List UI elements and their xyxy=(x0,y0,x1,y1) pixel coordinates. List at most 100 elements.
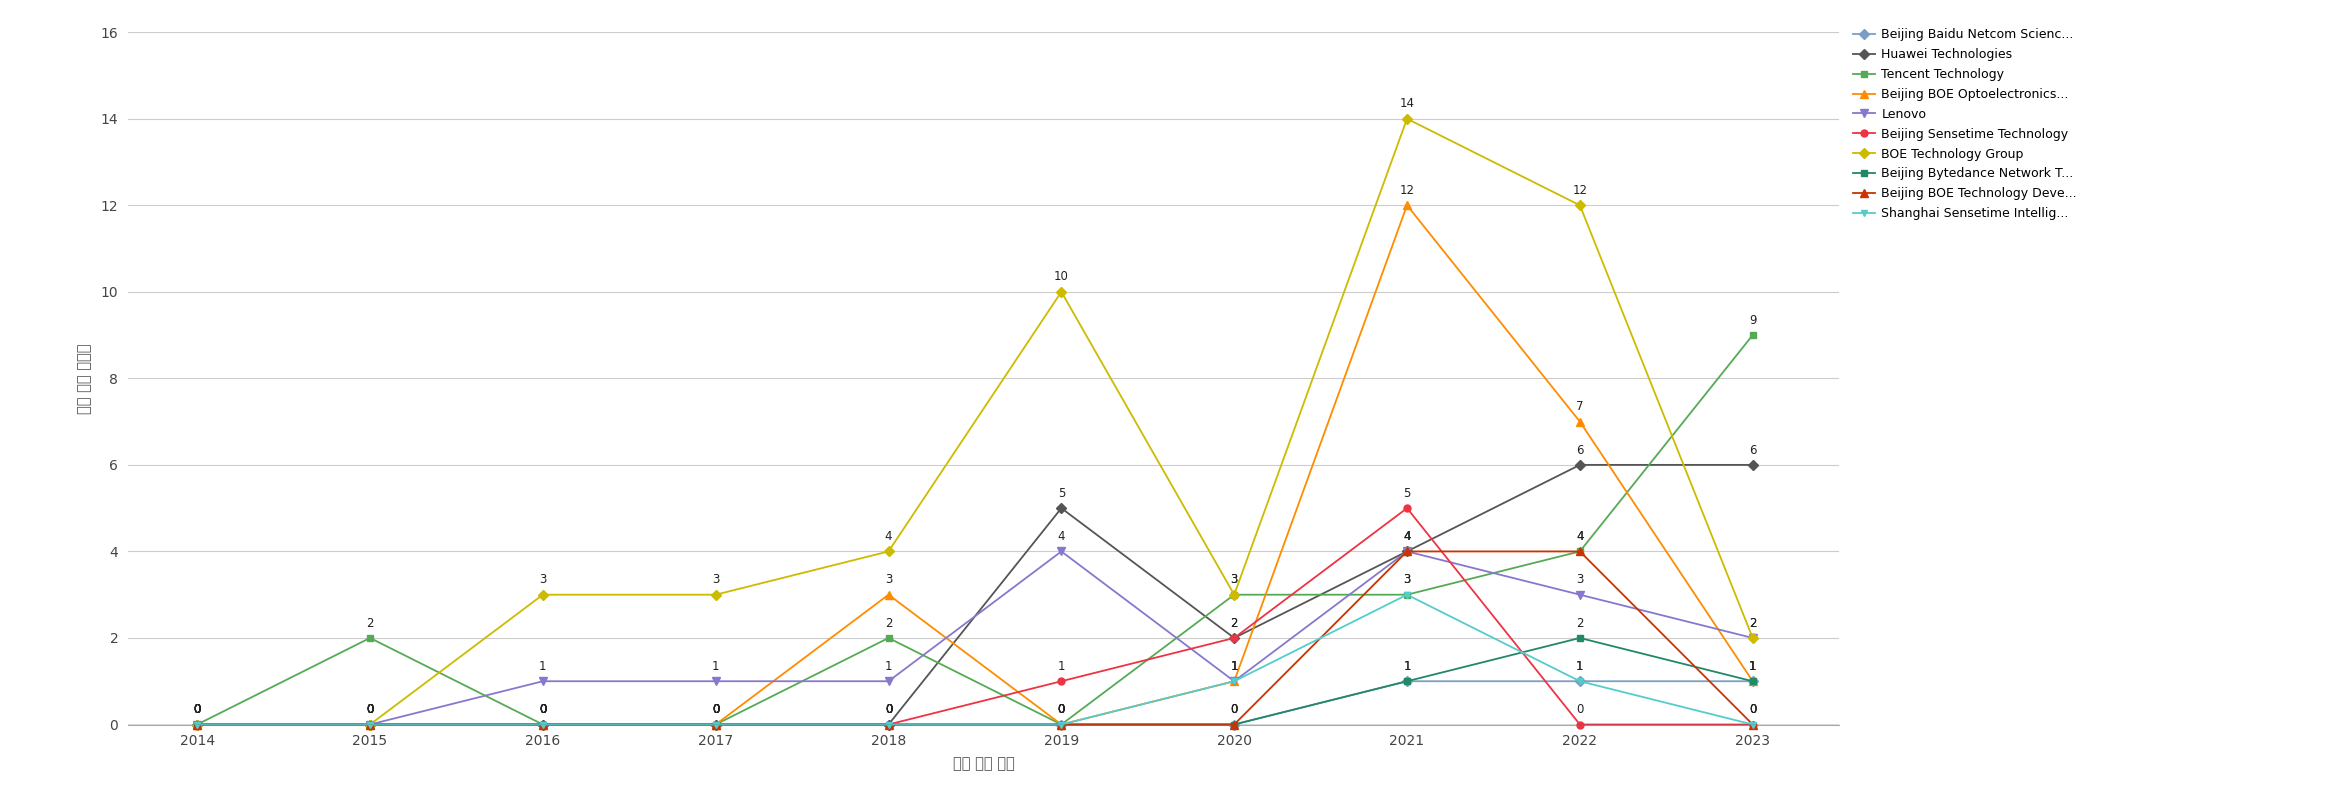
Text: 0: 0 xyxy=(365,703,375,716)
Shanghai Sensetime Intellig... xyxy=(1739,720,1767,729)
Text: 0: 0 xyxy=(1232,703,1238,716)
Text: 4: 4 xyxy=(885,530,892,543)
Line: BOE Technology Group: BOE Technology Group xyxy=(193,115,1755,728)
Huawei Technologies xyxy=(528,720,556,729)
Tencent Technology xyxy=(528,720,556,729)
Beijing Baidu Netcom Scienc... xyxy=(1392,676,1420,686)
Beijing BOE Technology Deve... xyxy=(528,720,556,729)
Beijing Bytedance Network T... xyxy=(701,720,729,729)
Text: 3: 3 xyxy=(1404,573,1411,586)
BOE Technology Group xyxy=(1220,590,1248,600)
Beijing BOE Technology Deve... xyxy=(1048,720,1076,729)
Shanghai Sensetime Intellig... xyxy=(875,720,903,729)
Text: 0: 0 xyxy=(193,703,200,716)
Text: 0: 0 xyxy=(885,703,892,716)
Text: 2: 2 xyxy=(1576,617,1583,630)
Beijing Baidu Netcom Scienc... xyxy=(184,720,212,729)
Huawei Technologies xyxy=(1048,503,1076,513)
Text: 0: 0 xyxy=(885,703,892,716)
Beijing Bytedance Network T... xyxy=(356,720,384,729)
Beijing Baidu Netcom Scienc... xyxy=(356,720,384,729)
Shanghai Sensetime Intellig... xyxy=(1392,590,1420,600)
Beijing Sensetime Technology xyxy=(356,720,384,729)
Beijing Sensetime Technology xyxy=(184,720,212,729)
Lenovo xyxy=(875,676,903,686)
BOE Technology Group xyxy=(1392,114,1420,124)
Beijing BOE Optoelectronics... xyxy=(1739,676,1767,686)
Beijing Sensetime Technology xyxy=(528,720,556,729)
Huawei Technologies xyxy=(875,720,903,729)
Shanghai Sensetime Intellig... xyxy=(1220,676,1248,686)
Text: 1: 1 xyxy=(1057,660,1066,673)
Text: 0: 0 xyxy=(193,703,200,716)
Huawei Technologies xyxy=(1392,547,1420,556)
Text: 6: 6 xyxy=(1576,444,1583,456)
Beijing Sensetime Technology xyxy=(1739,720,1767,729)
Lenovo xyxy=(1567,590,1595,600)
X-axis label: 특허 발행 연도: 특허 발행 연도 xyxy=(952,757,1015,771)
Text: 0: 0 xyxy=(365,703,375,716)
Shanghai Sensetime Intellig... xyxy=(356,720,384,729)
Line: Shanghai Sensetime Intellig...: Shanghai Sensetime Intellig... xyxy=(193,591,1755,728)
Line: Tencent Technology: Tencent Technology xyxy=(193,332,1755,728)
Beijing Bytedance Network T... xyxy=(875,720,903,729)
Text: 2: 2 xyxy=(1748,617,1755,630)
Text: 1: 1 xyxy=(1748,660,1755,673)
Beijing Baidu Netcom Scienc... xyxy=(1220,720,1248,729)
Text: 0: 0 xyxy=(193,703,200,716)
Lenovo xyxy=(1739,633,1767,642)
Text: 0: 0 xyxy=(1748,703,1755,716)
Text: 0: 0 xyxy=(540,703,547,716)
Text: 0: 0 xyxy=(193,703,200,716)
Text: 10: 10 xyxy=(1055,270,1069,283)
Text: 2: 2 xyxy=(1748,617,1755,630)
Text: 1: 1 xyxy=(1232,660,1238,673)
Text: 12: 12 xyxy=(1399,184,1415,197)
Beijing BOE Technology Deve... xyxy=(701,720,729,729)
Text: 1: 1 xyxy=(1404,660,1411,673)
Text: 1: 1 xyxy=(1404,660,1411,673)
Beijing Bytedance Network T... xyxy=(1739,676,1767,686)
Text: 3: 3 xyxy=(1232,573,1238,586)
Text: 3: 3 xyxy=(1232,573,1238,586)
Beijing Bytedance Network T... xyxy=(1048,720,1076,729)
Line: Beijing Bytedance Network T...: Beijing Bytedance Network T... xyxy=(193,634,1755,728)
Beijing Baidu Netcom Scienc... xyxy=(875,720,903,729)
Shanghai Sensetime Intellig... xyxy=(1567,676,1595,686)
Beijing Sensetime Technology xyxy=(875,720,903,729)
Text: 0: 0 xyxy=(365,703,375,716)
Beijing Baidu Netcom Scienc... xyxy=(528,720,556,729)
BOE Technology Group xyxy=(875,547,903,556)
Text: 0: 0 xyxy=(1057,703,1064,716)
Text: 0: 0 xyxy=(712,703,719,716)
Text: 0: 0 xyxy=(193,703,200,716)
Text: 0: 0 xyxy=(712,703,719,716)
Text: 0: 0 xyxy=(885,703,892,716)
Text: 0: 0 xyxy=(540,703,547,716)
Beijing BOE Technology Deve... xyxy=(184,720,212,729)
Text: 0: 0 xyxy=(1748,703,1755,716)
Text: 4: 4 xyxy=(1576,530,1583,543)
Beijing BOE Optoelectronics... xyxy=(528,720,556,729)
Text: 4: 4 xyxy=(1057,530,1066,543)
Text: 0: 0 xyxy=(365,703,375,716)
Beijing Baidu Netcom Scienc... xyxy=(1567,676,1595,686)
Beijing Bytedance Network T... xyxy=(528,720,556,729)
Text: 4: 4 xyxy=(1576,530,1583,543)
Text: 0: 0 xyxy=(365,703,375,716)
Line: Beijing Baidu Netcom Scienc...: Beijing Baidu Netcom Scienc... xyxy=(193,678,1755,728)
Text: 3: 3 xyxy=(712,573,719,586)
Beijing Bytedance Network T... xyxy=(1392,676,1420,686)
Beijing BOE Optoelectronics... xyxy=(356,720,384,729)
Beijing Sensetime Technology xyxy=(701,720,729,729)
Beijing Sensetime Technology xyxy=(1392,503,1420,513)
Text: 0: 0 xyxy=(1057,703,1064,716)
Text: 0: 0 xyxy=(365,703,375,716)
Text: 0: 0 xyxy=(1576,703,1583,716)
Text: 0: 0 xyxy=(540,703,547,716)
Text: 5: 5 xyxy=(1057,487,1064,500)
Beijing Bytedance Network T... xyxy=(184,720,212,729)
Text: 1: 1 xyxy=(885,660,892,673)
Beijing BOE Technology Deve... xyxy=(875,720,903,729)
Huawei Technologies xyxy=(184,720,212,729)
